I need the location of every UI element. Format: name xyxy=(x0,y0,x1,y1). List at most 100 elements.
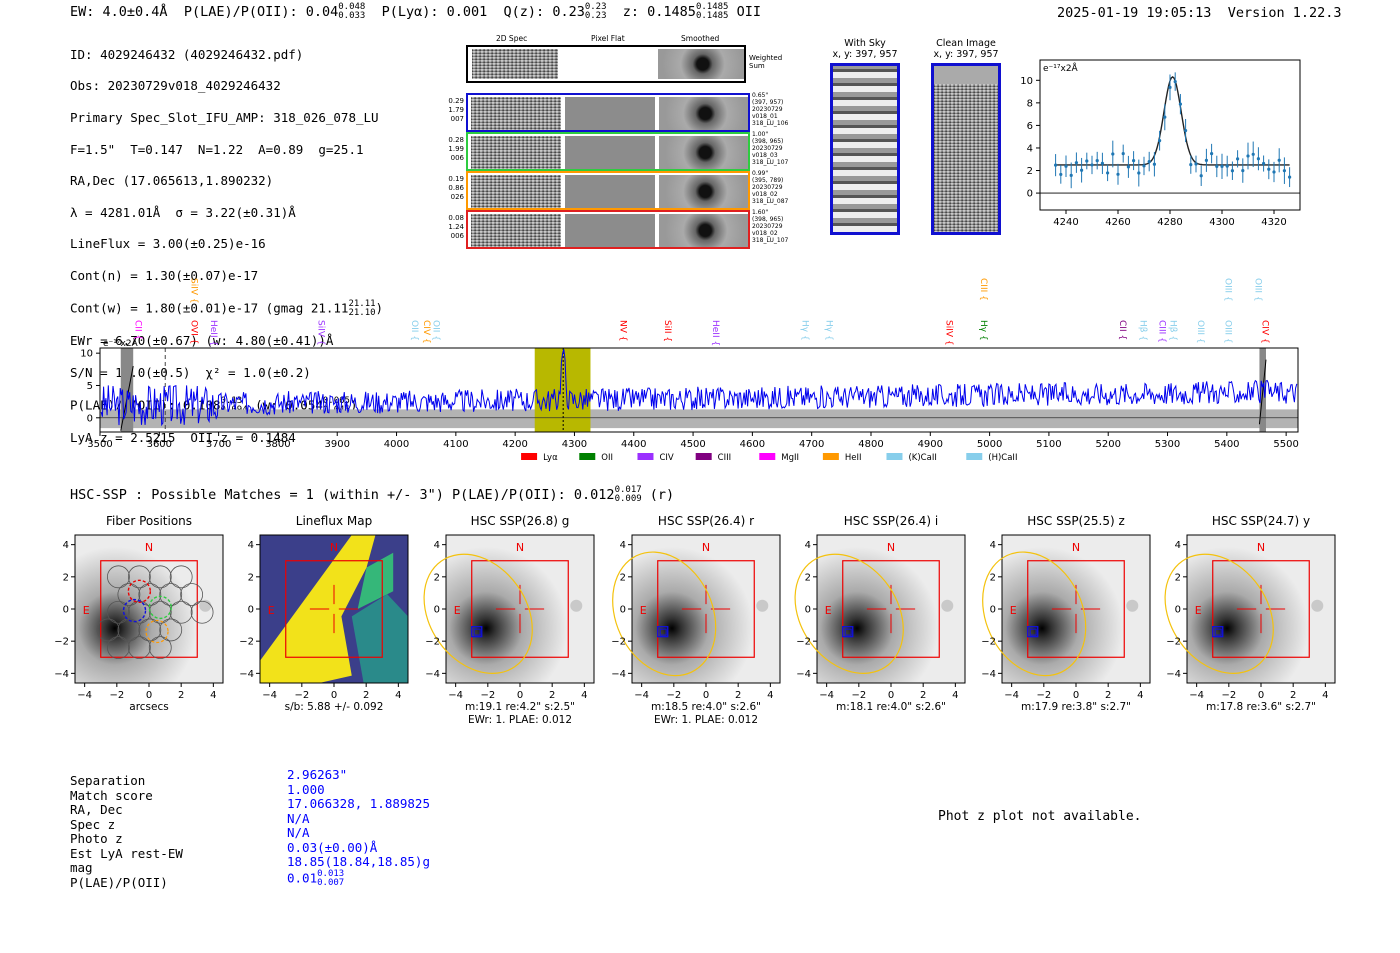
header-plya: P(Lyα): 0.001 xyxy=(381,4,488,20)
imaging-panel: HSC SSP(26.4) i N E −4 −4 −2 −2 0 0 2 2 4 4 m:18.1 re… xyxy=(792,510,977,725)
spectrum-mask-right-hatch xyxy=(1258,359,1267,425)
spectrum-line-id: CIII { xyxy=(1157,320,1167,343)
imaging-x-tick-label: −4 xyxy=(634,690,649,701)
imaging-y-tick-label: 4 xyxy=(248,540,254,551)
info-redshifts: LyA z = 2.5215 OII z = 0.1484 xyxy=(70,430,296,446)
imaging-x-tick-label: −2 xyxy=(109,690,124,701)
spectrum-x-tick-label: 3600 xyxy=(147,439,172,450)
imaging-y-tick-label: −4 xyxy=(239,669,254,680)
imaging-side-source xyxy=(941,599,954,612)
stamp-row-right-label: 0.99" (395, 789) 20230729 v018_02 318_LU… xyxy=(752,170,789,205)
imaging-y-tick-label: 0 xyxy=(805,605,811,616)
north-label: N xyxy=(1072,541,1080,554)
imaging-x-tick-label: 4 xyxy=(395,690,401,701)
spectrum-legend-swatch xyxy=(637,453,654,460)
fit-plot-point xyxy=(1147,159,1151,164)
aperture-box xyxy=(657,560,755,658)
fit-plot-y-tick-label: 4 xyxy=(1027,143,1033,154)
galaxy-ellipse xyxy=(982,551,1087,677)
clean-image xyxy=(931,63,1001,235)
fit-plot-point xyxy=(1090,163,1094,167)
fiber-circle xyxy=(180,583,204,606)
spectrum-legend-label: (H)CaII xyxy=(988,453,1017,463)
east-label: E xyxy=(268,604,275,617)
match-value: 17.066328, 1.889825 xyxy=(287,796,430,811)
imaging-y-tick-label: −2 xyxy=(239,637,254,648)
stamp-row-left-label: 0.29 1.79 007 xyxy=(448,97,464,123)
spectrum-x-tick-label: 5500 xyxy=(1273,439,1298,450)
spectrum-legend-swatch xyxy=(822,453,839,460)
spectrum-line-id: Hβ { xyxy=(1137,320,1147,341)
imaging-caption: m:17.9 re:3.8" s:2.7" xyxy=(1021,701,1131,713)
spectrum-line-id: Hβ { xyxy=(1167,320,1177,341)
imaging-y-tick-label: 2 xyxy=(63,572,69,583)
stamp-col-smoothed: Smoothed xyxy=(681,34,720,43)
fiber-circle xyxy=(148,600,172,624)
east-label: E xyxy=(825,604,832,617)
match-value: 1.000 xyxy=(287,781,325,797)
hsc-header: HSC-SSP : Possible Matches = 1 (within +… xyxy=(70,485,675,504)
spectrum-line-id: OII { xyxy=(409,320,419,341)
fit-plot-point xyxy=(1142,164,1146,168)
fit-plot-point xyxy=(1246,154,1250,158)
imaging-caption-2: EWr: 1. PLAE: 0.012 xyxy=(468,714,572,725)
imaging-x-tick-label: 4 xyxy=(1137,690,1143,701)
imaging-panel-svg: Fiber Positions N E −4 −4 −2 −2 0 0 2 2 4 4 arcsecs xyxy=(54,514,224,713)
fit-plot-point xyxy=(1178,102,1182,106)
spectrum-line-id: HeII { xyxy=(710,320,720,346)
fit-plot-x-tick-label: 4320 xyxy=(1261,217,1286,228)
match-value: N/A xyxy=(287,825,310,840)
fit-plot-point xyxy=(1225,164,1229,168)
imaging-x-tick-label: −4 xyxy=(262,690,277,701)
spectrum-x-tick-label: 5000 xyxy=(977,439,1002,450)
east-label: E xyxy=(83,604,90,617)
imaging-x-tick-label: −2 xyxy=(851,690,866,701)
spectrum-legend-swatch xyxy=(695,453,712,460)
fit-plot-point xyxy=(1121,151,1125,156)
north-label: N xyxy=(145,541,153,554)
imaging-caption: m:17.8 re:3.6" s:2.7" xyxy=(1206,701,1316,713)
imaging-panel: HSC SSP(24.7) y N E −4 −4 −2 −2 0 0 2 2 4 4 m:17.8 re… xyxy=(1162,510,1347,725)
fit-plot-point xyxy=(1080,168,1084,172)
info-sn: S/N = 12.0(±0.5) χ² = 1.0(±0.2) xyxy=(70,364,311,380)
north-label: N xyxy=(887,541,895,554)
imaging-y-tick-label: −4 xyxy=(425,669,440,680)
imaging-y-tick-label: 0 xyxy=(63,605,69,616)
fit-plot-y-tick-label: 2 xyxy=(1027,166,1033,177)
fit-plot-point xyxy=(1095,159,1099,163)
stamp-row-left-label: 0.28 1.99 006 xyxy=(448,136,464,162)
match-label: Photo z xyxy=(70,831,123,846)
match-label: Spec z xyxy=(70,816,116,832)
spectrum-x-tick-label: 4100 xyxy=(443,439,468,450)
imaging-x-tick-label: 2 xyxy=(178,690,184,701)
match-value: 18.85(18.84,18.85)g xyxy=(287,854,430,869)
spectrum-line-id: NV { xyxy=(618,320,628,341)
imaging-x-tick-label: 4 xyxy=(1322,690,1328,701)
fit-plot-point xyxy=(1189,163,1193,167)
stamp-row-right-label: 0.65" (397, 957) 20230729 v018_01 318_LU… xyxy=(752,92,789,127)
galaxy-ellipse xyxy=(423,553,533,674)
spectrum-y-tick-label: 5 xyxy=(87,381,93,392)
fit-plot-point xyxy=(1236,157,1240,161)
fit-plot-point xyxy=(1220,164,1224,169)
imaging-y-tick-label: 0 xyxy=(248,605,254,616)
spectrum-line-id: CIV { xyxy=(1260,320,1270,344)
match-marker xyxy=(842,626,854,638)
imaging-y-tick-label: −4 xyxy=(611,669,626,680)
imaging-y-tick-label: −2 xyxy=(796,637,811,648)
aperture-box xyxy=(1212,560,1310,658)
fiber-highlight-blue xyxy=(122,598,147,623)
header-z: z: 0.1485 xyxy=(622,4,696,20)
imaging-side-source xyxy=(1311,599,1324,612)
spectrum-legend-label: OII xyxy=(601,453,613,463)
spectrum-x-tick-label: 4500 xyxy=(680,439,705,450)
fiber-circle xyxy=(117,583,141,606)
fiber-circle xyxy=(107,565,130,589)
fiber-highlight-orange xyxy=(145,619,169,644)
info-obs: Obs: 20230729v018_4029246432 xyxy=(70,78,281,94)
imaging-x-tick-label: 0 xyxy=(703,690,709,701)
galaxy-ellipse xyxy=(1164,553,1274,674)
spectrum-legend-label: (K)CaII xyxy=(908,453,936,463)
full-spectrum-plot: 3500 3600 3700 3800 3900 4000 4100 4200 4300 4400… xyxy=(80,278,1299,463)
fit-plot-point xyxy=(1163,115,1167,119)
